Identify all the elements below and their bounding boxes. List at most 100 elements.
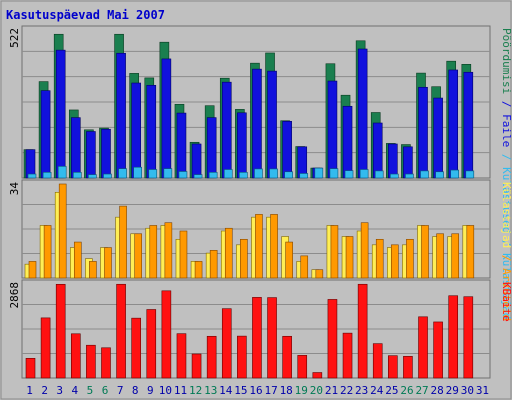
bar-kbaite [25, 358, 36, 379]
bar-kulastajad [314, 167, 324, 179]
bar-faile [388, 143, 398, 179]
bar-arvuteid [330, 225, 339, 279]
x-tick-label: 21 [325, 384, 338, 397]
bar-arvuteid [240, 238, 248, 279]
bar-kbaite [221, 308, 232, 379]
bar-faile [116, 52, 126, 179]
bar-kulastajad [405, 173, 414, 179]
bar-kbaite [252, 297, 262, 379]
bar-faile [146, 84, 157, 179]
bar-kulastajad [27, 173, 37, 179]
legend-entry: Pöördumisi [500, 28, 512, 94]
bar-kbaite [161, 290, 172, 379]
bar-kulastajad [72, 172, 82, 179]
bar-faile [206, 117, 217, 179]
bar-arvuteid [391, 244, 399, 279]
bar-kbaite [342, 332, 353, 379]
legend-entry: / Külastajad [500, 233, 512, 319]
bar-arvuteid [89, 261, 97, 279]
bar-faile [70, 117, 81, 179]
bar-arvuteid [209, 250, 218, 279]
bar-kulastajad [193, 174, 203, 179]
bar-kulastajad [329, 168, 339, 179]
bar-arvuteid [194, 261, 203, 279]
x-tick-label: 5 [87, 384, 94, 397]
x-tick-label: 6 [102, 384, 109, 397]
x-tick-label: 31 [476, 384, 489, 397]
panel-bottom-right-legend: KBaite [500, 282, 512, 322]
bar-faile [448, 69, 459, 179]
bar-kbaite [463, 296, 474, 379]
panel-middle-right-legend: Külastajad / Arvuteid [500, 182, 512, 321]
bar-faile [327, 80, 338, 179]
panel-middle-ymax-label: 34 [8, 182, 21, 196]
bar-arvuteid [28, 261, 37, 279]
x-tick-label: 12 [189, 384, 202, 397]
bar-arvuteid [436, 233, 444, 279]
bar-arvuteid [466, 225, 475, 279]
panel-bottom: 2868 KBaite [8, 279, 512, 379]
x-tick-label: 13 [204, 384, 217, 397]
x-tick-label: 19 [295, 384, 308, 397]
legend-entry: / Külastused [500, 147, 512, 233]
bar-kulastajad [88, 174, 97, 179]
x-tick-label: 25 [385, 384, 398, 397]
bar-arvuteid [315, 269, 324, 279]
bar-arvuteid [58, 183, 67, 279]
bar-faile [433, 97, 443, 179]
bar-kbaite [176, 333, 187, 379]
bar-faile [403, 146, 413, 179]
bar-arvuteid [300, 255, 309, 279]
bar-kulastajad [465, 170, 475, 179]
chart-title: Kasutuspäevad Mai 2007 [6, 8, 165, 22]
x-tick-label: 8 [132, 384, 139, 397]
bar-arvuteid [345, 236, 354, 279]
panel-middle: 34 Külastajad / Arvuteid [8, 179, 512, 321]
bar-faile [418, 86, 428, 179]
bar-faile [463, 71, 474, 179]
bar-kbaite [267, 297, 277, 379]
bar-arvuteid [224, 227, 233, 279]
x-tick-label: 17 [264, 384, 277, 397]
bar-kbaite [146, 309, 157, 379]
x-tick-label: 11 [174, 384, 187, 397]
bar-faile [372, 122, 383, 179]
bar-kulastajad [178, 171, 188, 179]
x-tick-label: 24 [370, 384, 384, 397]
bar-faile [161, 58, 172, 179]
bar-kbaite [357, 283, 368, 379]
bar-arvuteid [360, 222, 369, 279]
x-axis-labels: 1 2 3 4 5 6 7 8 9 10 11 12 13 14 15 16 17 18 19 20 21 22 23 24 2… [26, 384, 489, 397]
bar-faile [101, 128, 111, 179]
bar-kbaite [372, 343, 383, 379]
bar-kbaite [418, 316, 428, 379]
bar-kulastajad [284, 171, 293, 179]
x-tick-label: 15 [234, 384, 247, 397]
bar-faile [40, 90, 51, 179]
x-tick-label: 28 [431, 384, 444, 397]
x-tick-label: 14 [219, 384, 233, 397]
bar-faile [267, 70, 277, 179]
bar-kulastajad [299, 173, 309, 179]
bar-kulastajad [208, 172, 218, 179]
bar-kulastajad [359, 169, 369, 179]
x-tick-label: 3 [56, 384, 63, 397]
bar-arvuteid [134, 233, 142, 279]
legend-entry: KBaite [500, 282, 512, 322]
bar-faile [221, 81, 232, 179]
bar-faile [176, 112, 187, 179]
bar-arvuteid [255, 214, 263, 279]
bar-kbaite [131, 317, 141, 379]
x-tick-label: 23 [355, 384, 368, 397]
bar-kulastajad [390, 173, 399, 179]
bar-kbaite [297, 355, 308, 379]
bar-arvuteid [164, 222, 173, 279]
x-tick-label: 20 [310, 384, 323, 397]
bar-kbaite [327, 299, 338, 379]
bar-kulastajad [57, 166, 67, 179]
bar-arvuteid [451, 233, 460, 279]
bar-kulastajad [118, 168, 127, 179]
bar-kbaite [312, 372, 323, 379]
bar-arvuteid [179, 230, 188, 279]
